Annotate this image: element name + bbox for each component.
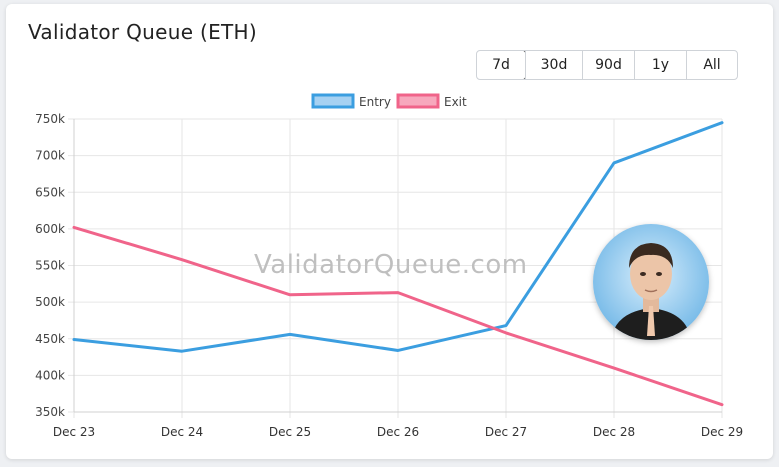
chart-title: Validator Queue (ETH) — [28, 20, 257, 44]
y-tick-label: 700k — [35, 149, 65, 163]
y-tick-label: 550k — [35, 259, 65, 273]
y-tick-label: 650k — [35, 185, 65, 199]
x-tick-label: Dec 23 — [53, 425, 95, 439]
y-tick-label: 400k — [35, 368, 65, 382]
range-all-button[interactable]: All — [686, 51, 737, 79]
y-tick-label: 600k — [35, 222, 65, 236]
watermark: ValidatorQueue.com — [254, 250, 528, 280]
y-tick-label: 450k — [35, 332, 65, 346]
avatar-portrait — [593, 224, 709, 340]
x-tick-label: Dec 29 — [701, 425, 743, 439]
x-tick-label: Dec 25 — [269, 425, 311, 439]
legend-swatch-exit — [396, 93, 440, 109]
x-tick-label: Dec 26 — [377, 425, 419, 439]
range-90d-button[interactable]: 90d — [582, 51, 634, 79]
x-tick-label: Dec 27 — [485, 425, 527, 439]
y-tick-label: 750k — [35, 112, 65, 126]
range-1y-button[interactable]: 1y — [634, 51, 686, 79]
legend-label-exit: Exit — [444, 95, 467, 109]
x-tick-label: Dec 28 — [593, 425, 635, 439]
range-30d-button[interactable]: 30d — [525, 51, 582, 79]
legend-swatch-entry — [311, 93, 355, 109]
y-tick-label: 350k — [35, 405, 65, 419]
avatar — [593, 224, 709, 340]
y-tick-label: 500k — [35, 295, 65, 309]
legend-label-entry: Entry — [359, 95, 391, 109]
x-tick-label: Dec 24 — [161, 425, 203, 439]
time-range-selector: 7d 30d 90d 1y All — [476, 50, 738, 80]
